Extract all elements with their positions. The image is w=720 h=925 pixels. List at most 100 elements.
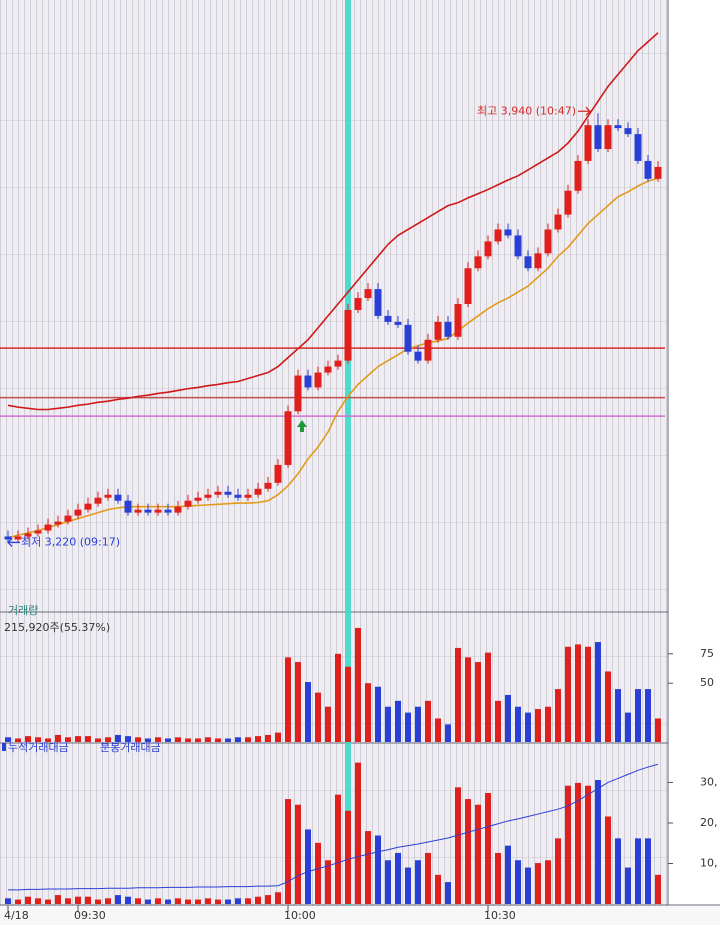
value-bar	[95, 899, 101, 904]
volume-bar	[375, 686, 381, 742]
candle-body	[284, 411, 292, 465]
value-bar	[645, 838, 651, 904]
volume-bar	[525, 712, 531, 742]
candle-body	[424, 339, 432, 361]
value-bar	[245, 898, 251, 904]
volume-bar	[295, 662, 301, 742]
candle-body	[504, 229, 512, 236]
value-bar	[235, 898, 241, 904]
candle-body	[564, 190, 572, 215]
value-bar	[295, 804, 301, 904]
value-bar	[395, 852, 401, 904]
candle-body	[634, 134, 642, 161]
value-bar	[505, 845, 511, 904]
value-bar	[545, 860, 551, 904]
candle-body	[214, 491, 222, 495]
value-bar	[35, 898, 41, 904]
candle-body	[84, 503, 92, 510]
value-bar	[525, 867, 531, 904]
candle-body	[254, 488, 262, 495]
value-bar	[575, 782, 581, 904]
volume-bar	[435, 718, 441, 742]
x-tick-label: 09:30	[74, 909, 106, 922]
candle-body	[104, 494, 112, 498]
value-bar	[275, 892, 281, 904]
candle-body	[534, 253, 542, 269]
value-bar	[305, 829, 311, 904]
volume-bar	[605, 671, 611, 742]
value-bar	[165, 899, 171, 904]
value-bar	[135, 898, 141, 904]
value-bar	[535, 863, 541, 904]
volume-bar	[125, 736, 131, 742]
value-bar	[455, 787, 461, 904]
candle-body	[604, 125, 612, 150]
candle-body	[554, 214, 562, 230]
x-tick-label: 10:30	[484, 909, 516, 922]
annotation-arrow	[578, 106, 591, 116]
y-tick-label: 30,	[700, 775, 718, 788]
volume-bar	[365, 683, 371, 742]
volume-bar	[15, 738, 21, 742]
candle-body	[414, 351, 422, 361]
value-bar	[375, 835, 381, 904]
value-bar	[195, 899, 201, 904]
candle-body	[274, 464, 282, 483]
candle-body	[444, 321, 452, 337]
candle-body	[334, 360, 342, 367]
value-bar	[325, 860, 331, 904]
legend-label: 분봉거래대금	[100, 741, 161, 754]
value-bar	[465, 799, 471, 904]
candle-body	[574, 160, 582, 191]
volume-bar	[495, 700, 501, 742]
value-bar	[45, 899, 51, 904]
value-bar	[215, 899, 221, 904]
legend-marker	[2, 743, 6, 751]
candle-body	[594, 125, 602, 150]
volume-bar	[285, 657, 291, 742]
value-bar	[65, 898, 71, 904]
volume-bar	[75, 736, 81, 742]
volume-bar	[325, 706, 331, 742]
volume-bar	[425, 700, 431, 742]
volume-bar	[115, 734, 121, 742]
candle-body	[584, 125, 592, 161]
candle-body	[24, 533, 32, 537]
volume-bar	[545, 706, 551, 742]
volume-bar	[335, 653, 341, 742]
value-bar	[585, 785, 591, 904]
value-bar	[145, 899, 151, 904]
volume-bar	[655, 718, 661, 742]
candle-body	[524, 256, 532, 269]
x-tick-label: 4/18	[4, 909, 29, 922]
candle-body	[74, 509, 82, 516]
volume-bar	[355, 627, 361, 742]
volume-bar	[615, 689, 621, 742]
volume-bar	[455, 647, 461, 742]
candle-body	[544, 229, 552, 254]
value-bar	[5, 898, 11, 904]
volume-bar	[175, 737, 181, 742]
y-tick-label: 20,	[700, 816, 718, 829]
value-bar	[475, 804, 481, 904]
candle-body	[484, 241, 492, 257]
x-axis-strip	[0, 906, 720, 925]
volume-bar	[205, 737, 211, 742]
volume-bar	[105, 737, 111, 742]
volume-subtitle: 215,920주(55.37%)	[4, 621, 110, 634]
volume-bar	[265, 734, 271, 742]
value-bar	[265, 895, 271, 904]
candle-body	[384, 315, 392, 322]
candle-body	[134, 509, 142, 513]
candle-body	[94, 497, 102, 504]
candle-body	[324, 366, 332, 373]
cumulative-line	[8, 763, 659, 891]
value-bar	[355, 762, 361, 904]
y-tick-label: 10,	[700, 856, 718, 869]
value-bar	[285, 799, 291, 904]
candle-body	[434, 321, 442, 340]
value-bar	[635, 838, 641, 904]
candle-body	[454, 304, 462, 337]
